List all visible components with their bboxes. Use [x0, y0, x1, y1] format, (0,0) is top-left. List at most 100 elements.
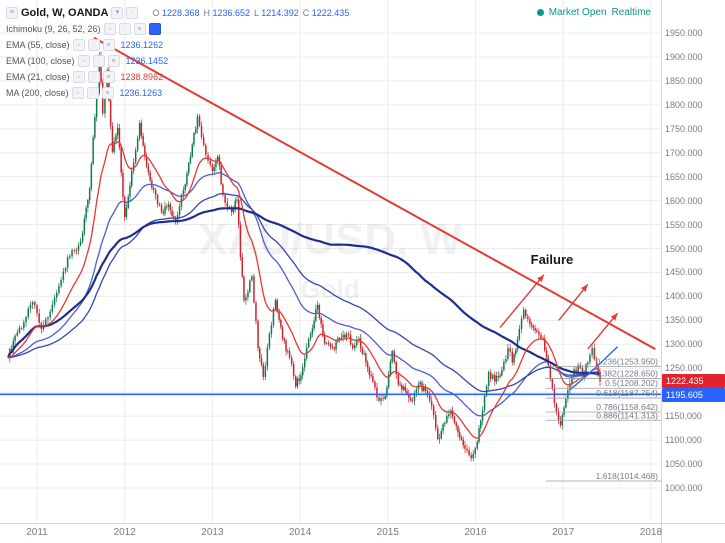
price-axis-label: 1550.000 — [665, 219, 703, 230]
price-axis-label: 1700.000 — [665, 147, 703, 158]
breakout-arrow[interactable] — [558, 283, 589, 321]
symbol-title[interactable]: Gold, W, OANDA — [21, 6, 109, 19]
indicator-label: EMA (21, close) — [6, 72, 70, 82]
indicator-color-chip[interactable] — [148, 23, 161, 35]
indicator-row[interactable]: EMA (55, close) ◦ · × 1236.1262 — [6, 37, 349, 53]
indicator-label: EMA (100, close) — [6, 56, 75, 66]
close-icon[interactable]: × — [101, 87, 114, 99]
high-value: 1236.652 — [212, 7, 251, 18]
symbol-row[interactable]: ≡ Gold, W, OANDA ▾ · O 1228.368 H 1236.65… — [6, 4, 349, 21]
ohlc-readout: O 1228.368 H 1236.652 L 1214.392 C 1222.435 — [148, 8, 349, 18]
price-axis-label: 1100.000 — [665, 435, 702, 446]
market-status: Market Open Realtime — [536, 7, 651, 18]
settings-icon[interactable]: · — [92, 55, 105, 67]
price-axis-label: 1600.000 — [665, 195, 703, 206]
legend-panel: ≡ Gold, W, OANDA ▾ · O 1228.368 H 1236.65… — [6, 4, 349, 101]
failure-annotation[interactable]: Failure — [530, 251, 574, 267]
hline-price-badge: 1195.605 — [662, 388, 725, 403]
low-label: L — [254, 7, 259, 18]
fib-level-label: 1.618(1014.468) — [596, 471, 659, 481]
fib-level-label: 0.886(1141.313) — [596, 410, 658, 420]
settings-icon[interactable]: · — [86, 87, 99, 99]
high-label: H — [203, 7, 210, 18]
price-axis-label: 1450.000 — [665, 267, 703, 278]
settings-icon[interactable]: · — [87, 39, 100, 51]
price-axis-label: 1350.000 — [665, 315, 703, 326]
symbol-settings-icon[interactable]: · — [126, 6, 139, 19]
close-value: 1222.435 — [311, 7, 350, 18]
price-axis-label: 1850.000 — [665, 75, 703, 86]
indicator-value: 1236.1452 — [125, 56, 169, 66]
price-axis-label: 1250.000 — [665, 363, 703, 374]
eye-icon[interactable]: ◦ — [103, 23, 116, 35]
price-axis-label: 1650.000 — [665, 171, 703, 182]
fib-level-label: 0.5(1208.202) — [605, 378, 658, 388]
price-axis-label: 1500.000 — [665, 243, 703, 254]
indicator-value: 1236.1263 — [119, 88, 163, 98]
indicator-row[interactable]: EMA (21, close) ◦ · × 1238.8962 — [6, 69, 349, 85]
close-icon[interactable]: × — [102, 71, 115, 83]
last-price-badge: 1222.435 — [662, 374, 725, 389]
indicator-label: Ichimoku (9, 26, 52, 26) — [6, 24, 101, 34]
ema-100-line[interactable] — [8, 193, 601, 393]
year-axis-label: 2015 — [376, 527, 399, 538]
ema-21-line[interactable] — [7, 141, 601, 439]
low-value: 1214.392 — [261, 7, 299, 18]
indicator-row[interactable]: EMA (100, close) ◦ · × 1236.1452 — [6, 53, 349, 69]
grid — [0, 0, 661, 523]
symbol-dropdown-icon[interactable]: ▾ — [111, 6, 124, 19]
breakout-arrow-head — [581, 284, 588, 292]
price-axis-label: 1000.000 — [665, 482, 703, 493]
market-open-dot-icon — [536, 9, 544, 16]
eye-icon[interactable]: ◦ — [72, 71, 85, 83]
year-axis-label: 2014 — [288, 527, 312, 538]
settings-icon[interactable]: · — [87, 71, 100, 83]
year-axis-label: 2012 — [113, 527, 136, 538]
breakout-arrow[interactable] — [587, 312, 619, 350]
realtime-label: Realtime — [611, 7, 651, 18]
eye-icon[interactable]: ◦ — [77, 55, 90, 67]
year-axis-label: 2011 — [26, 527, 48, 538]
fib-level-label: 0.786(1158.642) — [596, 402, 658, 412]
breakout-arrow[interactable] — [499, 274, 545, 328]
ma-200-line[interactable] — [7, 207, 601, 376]
chart-menu-icon[interactable]: ≡ — [6, 6, 18, 19]
close-icon[interactable]: × — [107, 55, 120, 67]
year-axis-label: 2013 — [201, 527, 224, 538]
price-axis-label: 1800.000 — [665, 99, 703, 110]
close-label: C — [302, 7, 310, 18]
symbol-watermark: XAU/USD, W Gold — [198, 215, 462, 304]
fib-level-label: 0.236(1253.950) — [596, 356, 659, 366]
breakout-arrow-head — [537, 274, 544, 283]
downtrend-line[interactable] — [93, 36, 656, 350]
ema-55-line[interactable] — [7, 171, 601, 417]
eye-icon[interactable]: ◦ — [72, 39, 85, 51]
fib-level-label: 0.618(1187.754) — [596, 388, 658, 398]
svg-text:Gold: Gold — [300, 274, 359, 304]
settings-icon[interactable]: · — [118, 23, 131, 35]
close-icon[interactable]: × — [102, 39, 115, 51]
price-axis-label: 1300.000 — [665, 339, 703, 350]
ichimoku-lead-line[interactable] — [569, 346, 619, 391]
year-axis-label: 2017 — [552, 527, 575, 538]
indicator-label: EMA (55, close) — [6, 40, 70, 50]
year-axis-label: 2018 — [639, 527, 663, 538]
year-axis-label: 2016 — [464, 527, 487, 538]
indicator-value: 1238.8962 — [120, 72, 164, 82]
price-axis-label: 1900.000 — [665, 51, 703, 62]
svg-text:XAU/USD, W: XAU/USD, W — [198, 215, 462, 264]
indicator-row[interactable]: Ichimoku (9, 26, 52, 26) ◦ · × — [6, 21, 349, 37]
fib-level-label: 0.382(1228.650) — [596, 368, 659, 378]
price-axis-label: 1950.000 — [665, 28, 703, 38]
indicator-label: MA (200, close) — [6, 88, 69, 98]
fib-retracement[interactable]: 0.236(1253.950) 0.382(1228.650)0.5(1208.2… — [545, 356, 661, 482]
price-axis-label: 1400.000 — [665, 291, 703, 302]
price-axis-label: 1150.000 — [665, 411, 702, 422]
close-icon[interactable]: × — [133, 23, 146, 35]
indicator-row[interactable]: MA (200, close) ◦ · × 1236.1263 — [6, 85, 349, 101]
indicator-value: 1236.1262 — [120, 40, 164, 50]
eye-icon[interactable]: ◦ — [71, 87, 84, 99]
indicator-legend-list: Ichimoku (9, 26, 52, 26) ◦ · × EMA (55, clos… — [6, 21, 349, 101]
